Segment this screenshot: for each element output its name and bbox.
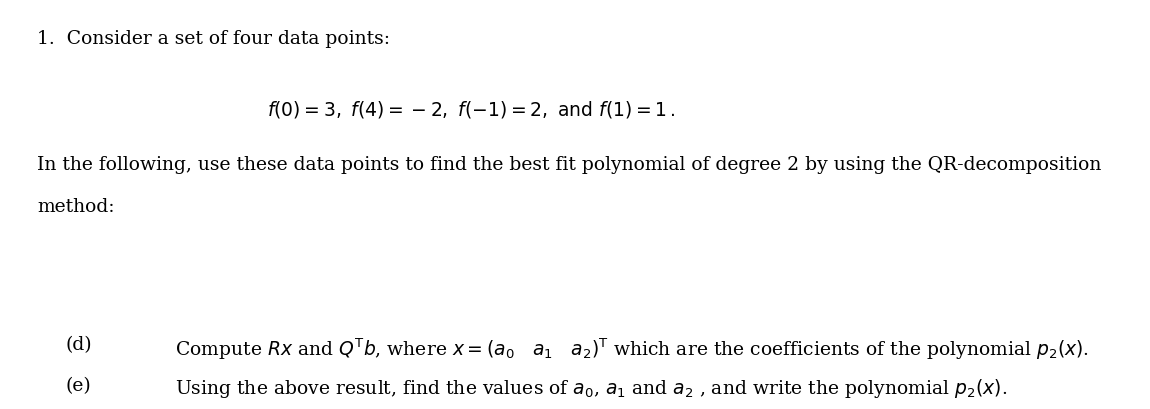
Text: method:: method:	[37, 198, 115, 216]
Text: 1.  Consider a set of four data points:: 1. Consider a set of four data points:	[37, 30, 390, 48]
Text: (d): (d)	[66, 337, 92, 355]
Text: In the following, use these data points to find the best fit polynomial of degre: In the following, use these data points …	[37, 156, 1102, 174]
Text: $f(0) = 3, \ f(4) = -2, \ f(-1) = 2, \ \text{and} \ f(1) = 1\,.$: $f(0) = 3, \ f(4) = -2, \ f(-1) = 2, \ \…	[267, 99, 676, 120]
Text: Using the above result, find the values of $a_0$, $a_1$ and $a_2$ , and write th: Using the above result, find the values …	[175, 377, 1007, 400]
Text: Compute $Rx$ and $Q^\mathrm{T}b$, where $x = (a_0 \quad a_1 \quad a_2)^\mathrm{T: Compute $Rx$ and $Q^\mathrm{T}b$, where …	[175, 337, 1089, 362]
Text: (e): (e)	[66, 377, 91, 395]
